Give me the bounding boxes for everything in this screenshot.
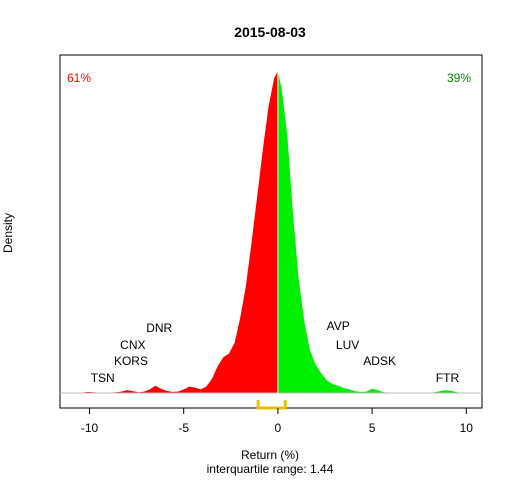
x-tick-label: 5 <box>369 421 376 435</box>
annotation-tsn: TSN <box>91 371 115 385</box>
x-axis-label: Return (%) <box>241 448 299 462</box>
x-tick-label: -5 <box>178 421 189 435</box>
annotation-kors: KORS <box>114 354 148 368</box>
x-tick-label: -10 <box>81 421 99 435</box>
y-axis-label: Density <box>1 213 15 253</box>
iqr-bracket <box>256 400 287 410</box>
annotation-adsk: ADSK <box>363 354 396 368</box>
positive-share-label: 39% <box>447 71 471 85</box>
x-tick-label: 0 <box>275 421 282 435</box>
annotation-cnx: CNX <box>120 338 145 352</box>
iqr-label: interquartile range: 1.44 <box>207 462 334 476</box>
annotation-ftr: FTR <box>436 371 460 385</box>
annotation-luv: LUV <box>336 338 359 352</box>
annotation-dnr: DNR <box>146 321 172 335</box>
positive-density-area <box>277 71 484 393</box>
x-tick-label: 10 <box>460 421 474 435</box>
negative-density-area <box>76 71 278 393</box>
negative-share-label: 61% <box>67 71 91 85</box>
chart-title: 2015-08-03 <box>234 24 306 40</box>
annotation-avp: AVP <box>327 319 350 333</box>
